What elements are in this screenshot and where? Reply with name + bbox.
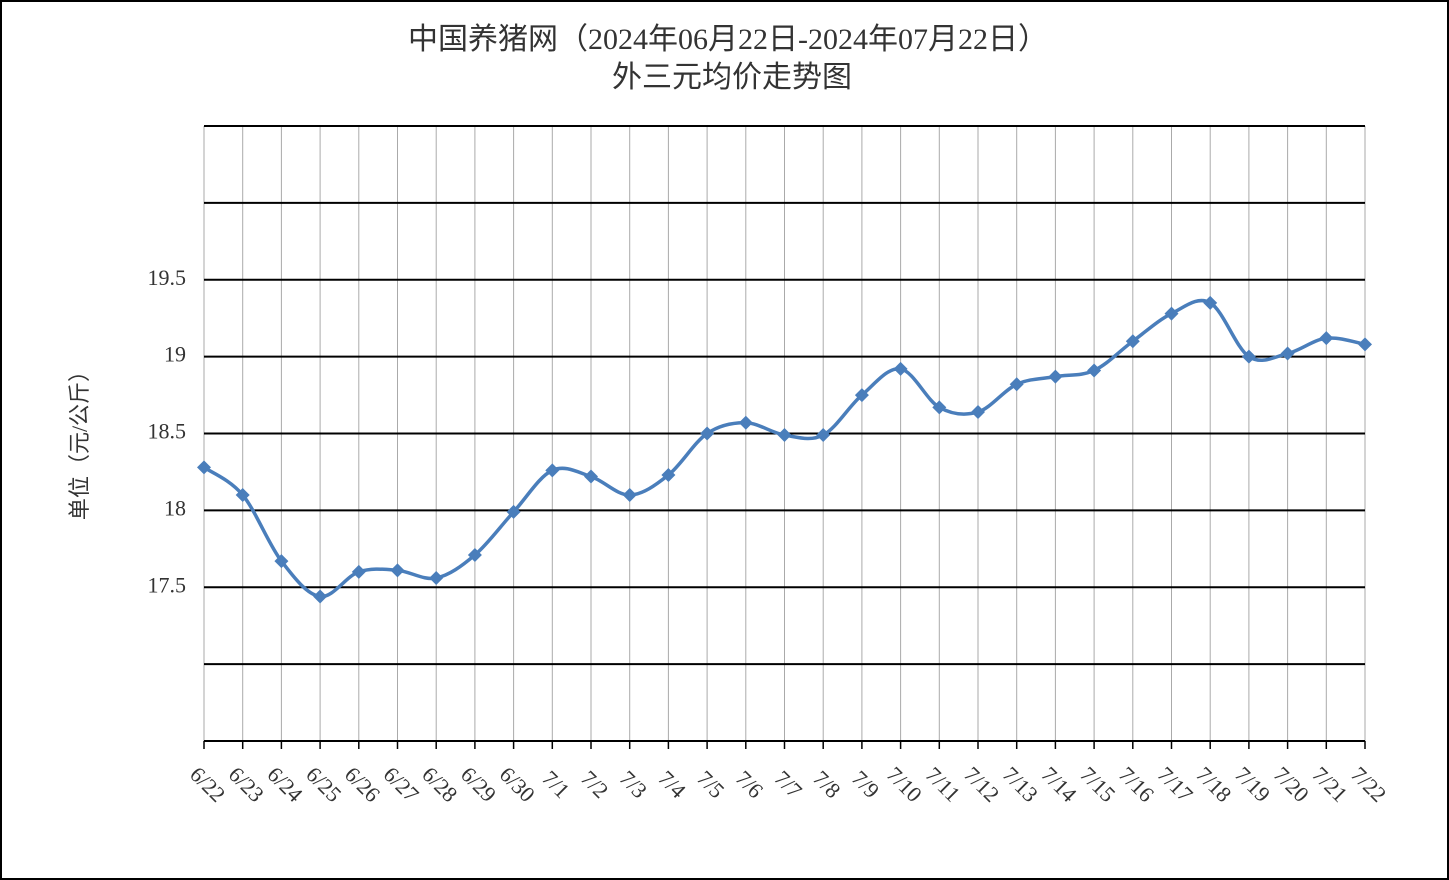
chart-title: 中国养猪网（2024年06月22日-2024年07月22日）	[408, 23, 1048, 56]
marker	[932, 400, 947, 415]
marker	[197, 460, 211, 475]
marker	[235, 488, 250, 502]
y-tick-label: 18.5	[148, 419, 187, 444]
y-tick-label: 19	[164, 342, 186, 367]
marker	[467, 547, 482, 562]
y-axis-label: 单位（元/公斤）	[67, 360, 92, 520]
marker	[1203, 295, 1218, 310]
marker	[1241, 349, 1256, 364]
marker	[1125, 334, 1140, 349]
marker	[390, 563, 405, 578]
marker	[351, 564, 366, 579]
marker	[274, 554, 289, 569]
marker	[893, 361, 908, 376]
marker	[1358, 337, 1372, 352]
marker	[661, 468, 676, 483]
marker	[854, 388, 869, 403]
marker	[1164, 306, 1179, 321]
marker	[1319, 331, 1334, 346]
marker	[1087, 363, 1102, 378]
marker	[738, 415, 753, 430]
marker	[1280, 346, 1295, 361]
y-tick-label: 17.5	[148, 572, 187, 597]
marker	[816, 428, 831, 443]
marker	[777, 428, 792, 443]
y-tick-label: 19.5	[148, 265, 187, 290]
y-tick-label: 18	[164, 495, 186, 520]
marker	[584, 469, 598, 484]
marker	[622, 488, 637, 502]
marker	[700, 426, 715, 441]
marker	[545, 463, 560, 478]
marker	[1009, 377, 1024, 392]
marker	[1048, 369, 1063, 384]
chart-subtitle: 外三元均价走势图	[612, 61, 852, 94]
marker	[313, 589, 328, 604]
marker	[971, 404, 985, 419]
marker	[506, 504, 521, 519]
marker	[429, 571, 444, 586]
